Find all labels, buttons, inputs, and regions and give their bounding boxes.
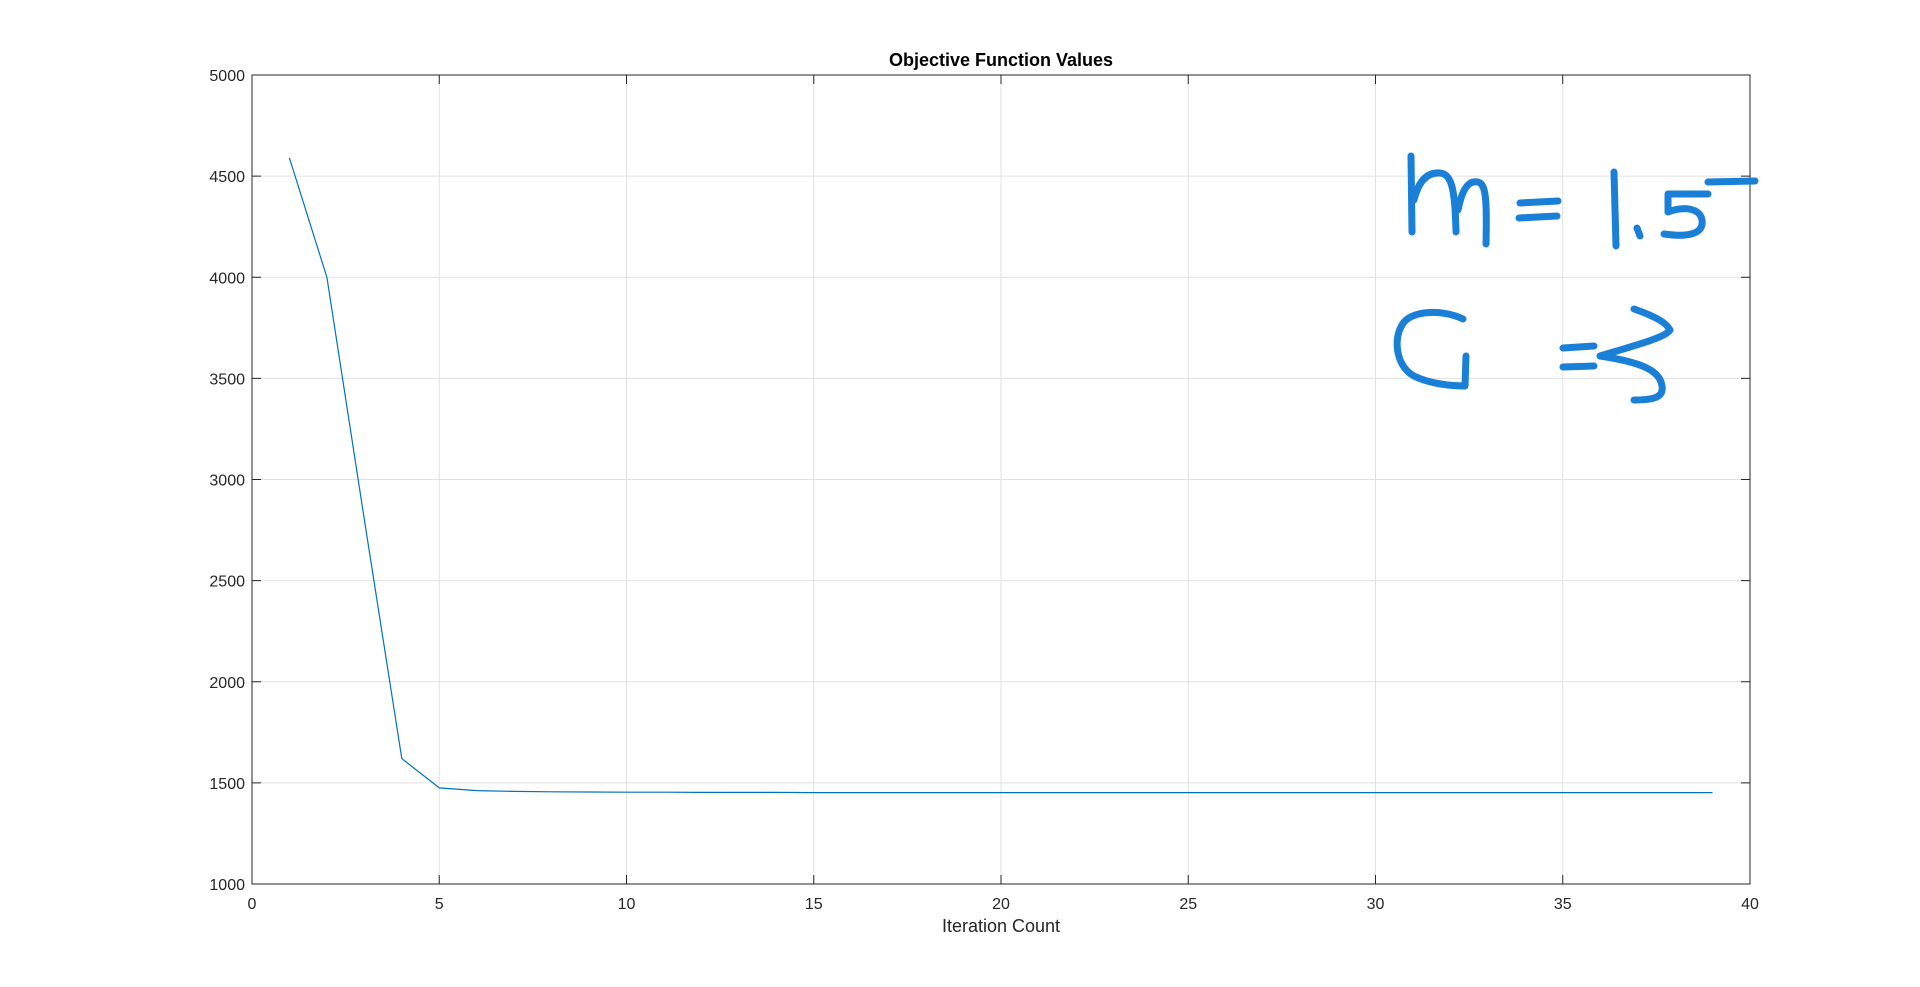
- y-tick-label: 5000: [209, 68, 245, 85]
- series-line: [288, 157, 1713, 794]
- y-tick-label: 4000: [209, 270, 245, 287]
- x-tick-label: 35: [1554, 896, 1572, 913]
- x-tick-label: 25: [1179, 896, 1197, 913]
- handwritten-annotation: [1393, 152, 1759, 404]
- x-tick-label: 30: [1367, 896, 1385, 913]
- handwriting-m-stroke-2: [1410, 169, 1460, 236]
- handwriting-five: [1660, 190, 1712, 239]
- y-tick-label: 2500: [209, 574, 245, 591]
- handwriting-equals-1-top: [1516, 197, 1562, 207]
- handwriting-m-stroke-3: [1454, 178, 1490, 248]
- axes-box: [251, 74, 1751, 885]
- y-tick-label: 1000: [209, 877, 245, 894]
- handwriting-five-top-bar: [1704, 177, 1759, 186]
- handwriting-three: [1596, 305, 1674, 404]
- handwriting-equals-2-bottom: [1559, 362, 1598, 371]
- y-tick-label: 3500: [209, 371, 245, 388]
- handwriting-decimal-point: [1633, 224, 1644, 240]
- y-tick-label: 3000: [209, 473, 245, 490]
- handwriting-one: [1610, 168, 1620, 250]
- chart-title: Objective Function Values: [889, 50, 1113, 70]
- x-tick-label: 20: [992, 896, 1010, 913]
- x-tick-label: 0: [248, 896, 257, 913]
- y-tick-label: 1500: [209, 776, 245, 793]
- handwriting-c: [1393, 308, 1470, 390]
- handwriting-equals-2-top: [1559, 342, 1598, 352]
- grid: [252, 75, 1750, 884]
- x-tick-label: 5: [435, 896, 444, 913]
- tick-labels: 0 5 10 15 20 25 30 35 40 1000 1500 2000 2500 3000 3500…: [209, 68, 1759, 913]
- handwriting-equals-1-bottom: [1515, 212, 1561, 222]
- handwriting-m-stroke-1: [1407, 152, 1416, 236]
- series: [288, 157, 1713, 794]
- x-tick-label: 15: [805, 896, 823, 913]
- y-tick-label: 2000: [209, 675, 245, 692]
- x-tick-label: 10: [618, 896, 636, 913]
- x-axis-label: Iteration Count: [942, 916, 1060, 936]
- y-tick-label: 4500: [209, 169, 245, 186]
- x-tick-label: 40: [1741, 896, 1759, 913]
